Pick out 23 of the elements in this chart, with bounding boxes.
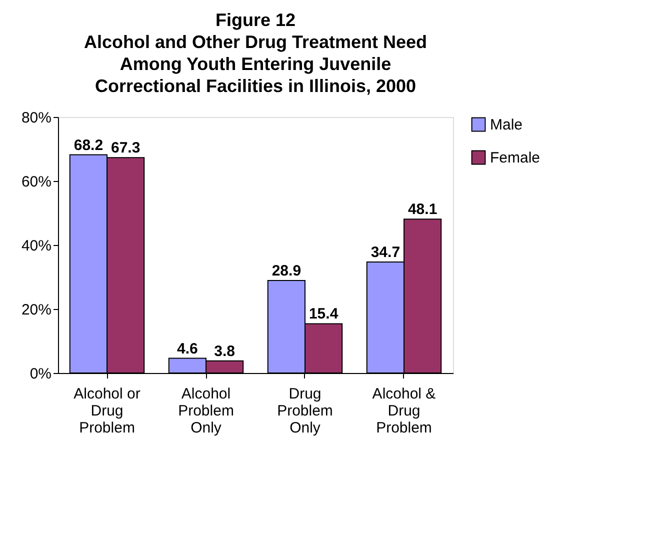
y-tick-label: 80% (21, 110, 52, 126)
data-label: 67.3 (110, 140, 140, 157)
data-label: 15.4 (308, 306, 339, 323)
text: Among Youth Entering Juvenile (120, 54, 392, 74)
x-tick-label: Alcohol Problem Only (178, 386, 234, 436)
y-tick-label: 60% (21, 174, 52, 190)
x-tick-label: Drug Problem Only (277, 386, 333, 436)
data-label: 68.2 (74, 136, 104, 154)
y-tick-label: 40% (21, 238, 52, 254)
text: Alcohol and Other Drug Treatment Need (84, 32, 428, 52)
text: Correctional Facilities in Illinois, 2000 (94, 76, 416, 96)
legend-label: Female (490, 150, 540, 166)
data-label: 3.8 (214, 342, 235, 360)
y-tick-label: 0% (30, 366, 52, 382)
y-tick-label: 20% (21, 302, 52, 318)
data-label: 48.1 (408, 201, 438, 218)
x-tick-label: Alcohol or Drug Problem (74, 386, 140, 436)
text: Figure 12 (215, 10, 296, 30)
data-label: 28.9 (272, 262, 302, 280)
data-label: 4.6 (177, 340, 198, 358)
x-tick-label: Alcohol & Drug Problem (372, 386, 436, 436)
legend-label: Male (490, 116, 523, 134)
data-label: 34.7 (370, 244, 400, 261)
